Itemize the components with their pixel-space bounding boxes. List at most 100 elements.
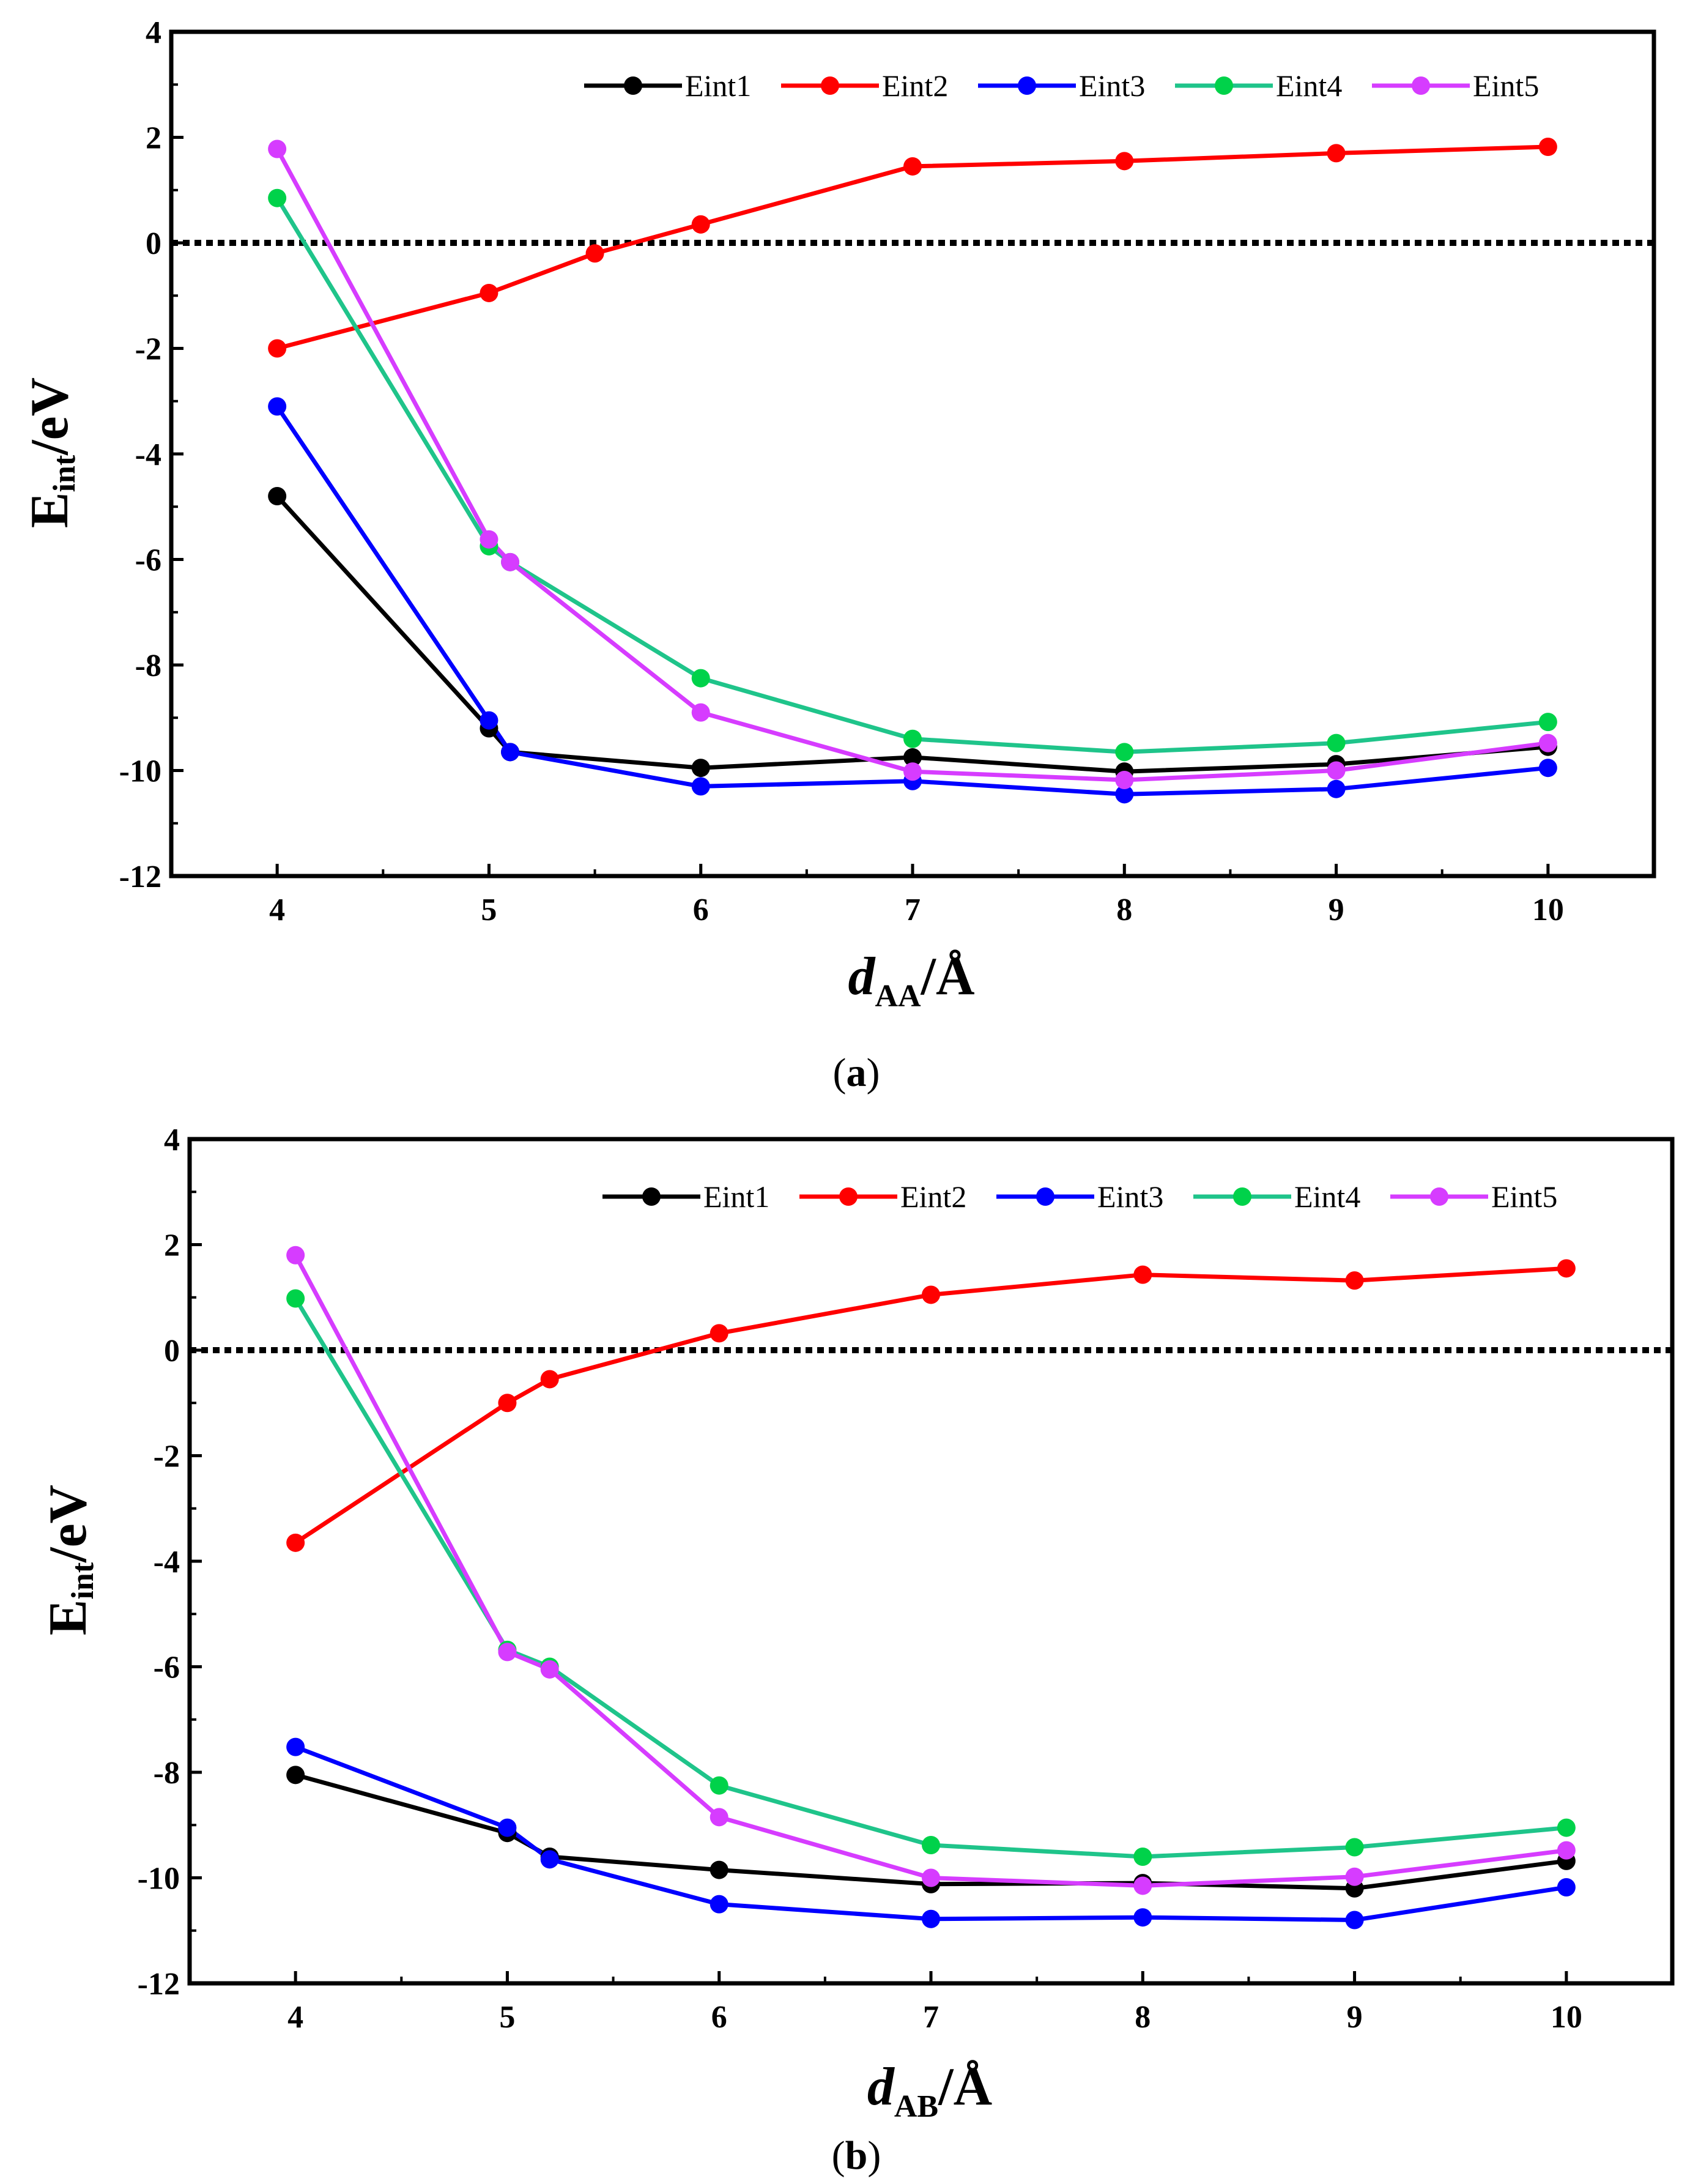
x-tick-label: 5 [481, 893, 497, 927]
data-point-eint4 [1133, 1848, 1152, 1866]
data-point-eint5 [922, 1868, 940, 1887]
legend-swatch-marker [1233, 1187, 1251, 1206]
x-tick-label: 6 [711, 2000, 727, 2035]
x-tick-label: 4 [269, 893, 285, 927]
data-point-eint2 [1133, 1265, 1152, 1284]
data-point-eint5 [286, 1246, 305, 1265]
data-point-eint5 [540, 1660, 559, 1679]
y-tick-label: -12 [138, 1967, 180, 2002]
data-point-eint3 [1115, 785, 1134, 804]
series-line-eint2 [276, 144, 1549, 351]
data-point-eint2 [1115, 152, 1134, 171]
legend-label: Eint4 [1276, 69, 1342, 103]
data-point-eint2 [1345, 1271, 1364, 1290]
x-axis-title: dAB/Å [867, 2057, 992, 2124]
data-point-eint3 [480, 711, 498, 730]
data-point-eint2 [1327, 144, 1346, 163]
data-point-eint3 [540, 1850, 559, 1869]
y-tick-label: -4 [154, 1545, 180, 1580]
data-point-eint5 [268, 139, 287, 158]
data-point-eint5 [710, 1808, 728, 1827]
y-tick-label: 4 [164, 1123, 180, 1157]
x-tick-label: 9 [1347, 2000, 1363, 2035]
data-point-eint2 [540, 1370, 559, 1389]
legend-swatch-marker [1430, 1187, 1448, 1206]
y-tick-label: -8 [154, 1756, 180, 1791]
data-point-eint2 [268, 339, 287, 358]
data-point-eint2 [498, 1394, 517, 1413]
legend-label: Eint2 [882, 69, 948, 103]
data-point-eint2 [1557, 1259, 1576, 1278]
x-axis-title: dAA/Å [848, 947, 974, 1014]
legend-swatch-marker [1412, 76, 1430, 95]
data-point-eint3 [498, 1818, 517, 1837]
legend-swatch-marker [821, 76, 839, 95]
data-point-eint5 [1538, 734, 1557, 752]
data-point-eint4 [1345, 1838, 1364, 1857]
x-tick-label: 8 [1116, 893, 1132, 927]
y-tick-label: 2 [146, 121, 161, 156]
y-tick-label: 4 [146, 15, 161, 50]
data-point-eint3 [268, 397, 287, 416]
y-tick-label: -10 [119, 754, 161, 789]
y-tick-label: -6 [135, 543, 161, 578]
legend: Eint1 Eint2 Eint3 Eint4 Eint5 [584, 69, 1539, 103]
legend-label: Eint1 [703, 1179, 769, 1214]
data-point-eint3 [1133, 1908, 1152, 1927]
x-tick-label: 10 [1532, 893, 1564, 927]
x-tick-label: 4 [287, 2000, 303, 2035]
data-point-eint3 [710, 1895, 728, 1914]
x-tick-label: 10 [1551, 2000, 1582, 2035]
data-point-eint5 [1133, 1876, 1152, 1895]
y-tick-label: -8 [135, 648, 161, 683]
y-tick-label: 0 [164, 1334, 180, 1369]
data-point-eint3 [691, 777, 710, 796]
legend-label: Eint2 [900, 1179, 966, 1214]
data-point-eint4 [286, 1289, 305, 1308]
data-point-eint5 [1115, 771, 1134, 790]
y-tick-label: -12 [119, 860, 161, 894]
y-tick-label: -2 [154, 1439, 180, 1474]
data-point-eint2 [1538, 138, 1557, 157]
data-point-eint5 [480, 530, 498, 549]
data-point-eint4 [710, 1776, 728, 1795]
data-point-eint2 [585, 244, 604, 263]
x-tick-label: 6 [693, 893, 709, 927]
panel-a: 420-2-4-6-8-10-124 5 6 7 8 9 10 Eint1 Eint2 Eint… [20, 15, 1656, 1095]
y-axis-title: Eint/eV [39, 1485, 100, 1635]
legend-label: Eint5 [1473, 69, 1539, 103]
y-tick-label: 2 [164, 1228, 180, 1263]
panel-caption: (b) [832, 2133, 881, 2178]
data-point-eint4 [903, 729, 922, 748]
data-point-eint5 [1327, 761, 1346, 780]
x-tick-label: 9 [1329, 893, 1344, 927]
data-point-eint4 [1538, 713, 1557, 732]
data-point-eint2 [286, 1533, 305, 1552]
legend-label: Eint1 [685, 69, 751, 103]
data-point-eint3 [1538, 759, 1557, 778]
axis-ticks: 4 2 0 -2 -4 -6 -8 -10 -12 4 5 6 7 8 9 10 [138, 1123, 1582, 2035]
legend-label: Eint3 [1079, 69, 1145, 103]
data-point-eint4 [268, 188, 287, 207]
data-point-eint2 [903, 157, 922, 176]
data-point-eint1 [903, 748, 922, 767]
legend: Eint1 Eint2 Eint3 Eint4 Eint5 [602, 1179, 1557, 1214]
data-point-eint4 [1557, 1818, 1576, 1837]
data-point-eint4 [1327, 734, 1346, 752]
data-point-eint2 [691, 215, 710, 234]
data-point-eint1 [286, 1766, 305, 1785]
data-point-eint5 [498, 1643, 517, 1662]
y-tick-label: -10 [138, 1862, 180, 1896]
data-point-eint4 [1115, 743, 1134, 762]
panel-b: 420-2-4-6-8-10-124 5 6 7 8 9 10 Eint1 Eint2 Eint… [39, 1123, 1675, 2178]
data-point-eint1 [691, 759, 710, 778]
data-point-eint3 [1327, 779, 1346, 798]
data-point-eint3 [501, 743, 520, 762]
y-tick-label: 0 [146, 226, 161, 261]
y-axis-title: Eint/eV [20, 377, 82, 528]
legend-swatch-marker [1215, 76, 1233, 95]
legend-label: Eint5 [1491, 1179, 1557, 1214]
panel-caption: (a) [833, 1050, 880, 1095]
x-tick-label: 7 [905, 893, 921, 927]
